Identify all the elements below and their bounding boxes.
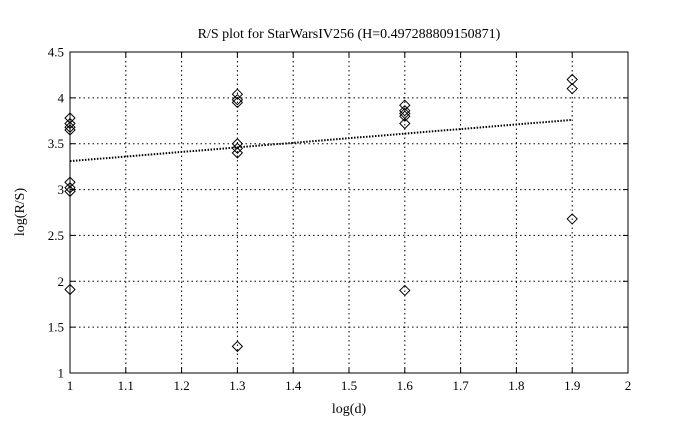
x-tick-label-10: 2 [625,378,632,393]
y-tick-label-0: 1 [58,366,65,381]
y-tick-label-4: 3 [58,182,65,197]
x-tick-label-5: 1.5 [341,378,357,393]
data-point-2 [64,121,76,133]
data-point-5 [64,182,76,194]
data-point-10 [231,96,244,109]
data-point-23 [566,213,578,225]
data-point-22 [566,82,578,95]
data-point-6 [64,185,76,198]
data-point-1 [64,117,76,130]
x-tick-label-8: 1.8 [508,378,524,393]
data-point-12 [231,142,244,155]
data-point-20 [399,284,411,297]
x-tick-label-6: 1.6 [397,378,414,393]
y-tick-label-2: 2 [58,274,65,289]
y-tick-label-6: 4 [58,90,65,105]
data-point-8 [231,88,244,100]
y-tick-label-7: 4.5 [48,45,64,60]
data-point-11 [231,138,244,150]
data-point-19 [399,117,411,130]
data-point-7 [64,283,76,296]
x-tick-label-9: 1.9 [564,378,580,393]
y-axis-label: log(R/S) [13,188,28,237]
x-tick-label-2: 1.2 [173,378,189,393]
y-tick-label-3: 2.5 [48,228,64,243]
data-point-15 [399,99,411,111]
data-point-9 [231,93,244,106]
y-tick-label-5: 3.5 [48,136,64,151]
chart-title: R/S plot for StarWarsIV256 (H=0.49728880… [198,27,501,42]
x-tick-label-1: 1.1 [118,378,134,393]
data-point-18 [399,110,411,122]
x-axis-label: log(d) [332,402,367,417]
axis-ticks: 1 1.1 1.2 1.3 1.4 1.5 1.6 1.7 1.8 1.9 2 1 1.5 2 2.5 3 3.… [48,45,632,394]
data-point-13 [231,147,244,159]
x-tick-label-7: 1.7 [452,378,469,393]
x-tick-label-0: 1 [67,378,74,393]
data-points [64,73,578,353]
data-point-0 [64,112,76,124]
data-point-21 [566,73,578,86]
data-point-4 [64,176,76,188]
data-point-16 [399,104,411,117]
data-point-14 [231,340,244,353]
y-tick-label-1: 1.5 [48,320,64,335]
x-tick-label-3: 1.3 [229,378,245,393]
x-tick-label-4: 1.4 [285,378,302,393]
data-point-3 [64,124,76,136]
